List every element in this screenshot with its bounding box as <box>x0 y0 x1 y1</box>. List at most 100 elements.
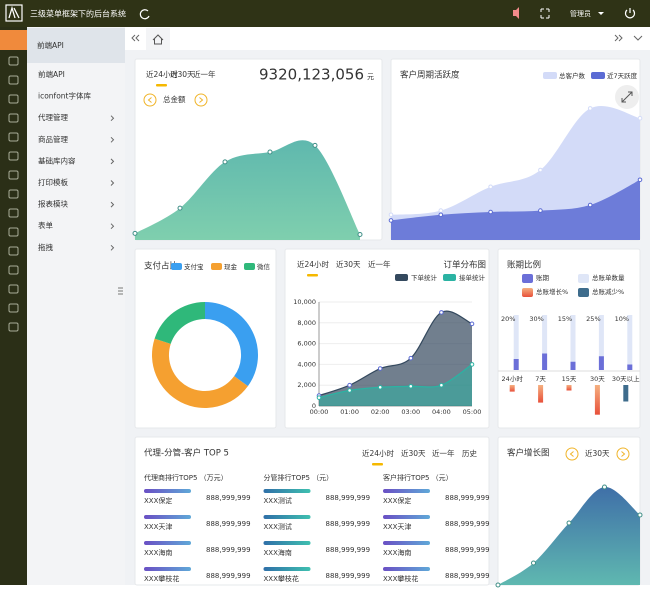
bar-below <box>538 385 544 403</box>
power-icon[interactable] <box>624 8 636 19</box>
arrow-icon <box>147 97 152 103</box>
rank-bar <box>144 567 191 571</box>
home-tab[interactable] <box>146 28 170 50</box>
home-icon <box>152 34 164 45</box>
menu-item[interactable]: 商品管理 <box>38 134 68 144</box>
period-tab[interactable]: 近一年 <box>432 448 455 458</box>
period-tab[interactable]: 近30天 <box>401 448 426 458</box>
user-name[interactable]: 管理员 <box>570 9 591 18</box>
point <box>602 484 607 490</box>
refresh-icon[interactable] <box>139 9 150 20</box>
nav-icon[interactable] <box>8 246 19 256</box>
nav-icon[interactable] <box>8 56 19 66</box>
sound-icon[interactable] <box>513 7 519 19</box>
legend-swatch <box>443 274 456 281</box>
point <box>388 218 394 223</box>
collapse-handle[interactable] <box>118 287 123 295</box>
topbar <box>0 0 650 27</box>
row-value: 888,999,999 <box>326 572 371 580</box>
x-tick-label: 00:00 <box>310 408 329 416</box>
point <box>388 212 394 218</box>
nav-icon[interactable] <box>8 132 19 142</box>
pie-slice <box>205 302 259 387</box>
period-tab[interactable]: 近30天 <box>336 259 361 269</box>
pie-slice <box>152 338 248 408</box>
nav-icon[interactable] <box>8 284 19 294</box>
menu-item[interactable]: 代理管理 <box>38 112 68 122</box>
period-tab[interactable]: 近24小时 <box>146 69 179 79</box>
arrow-button[interactable] <box>616 447 630 461</box>
bar <box>570 361 576 370</box>
tabs-right[interactable] <box>614 34 623 42</box>
x-tick-label: 30天 <box>590 375 605 383</box>
period-tab[interactable]: 近一年 <box>368 259 391 269</box>
period-tab[interactable]: 近一年 <box>193 69 216 79</box>
legend-label: 总账单数量 <box>592 273 625 282</box>
tabs-menu[interactable] <box>633 35 643 41</box>
row-value: 888,999,999 <box>445 494 490 502</box>
point <box>357 232 363 237</box>
total-amount: 9320,123,056 <box>259 66 364 84</box>
legend-swatch <box>211 263 222 270</box>
row-value: 888,999,999 <box>326 494 371 502</box>
point <box>566 520 572 526</box>
nav-icon[interactable] <box>8 94 19 104</box>
menu-item[interactable]: 报表模块 <box>38 199 68 209</box>
point <box>587 202 593 208</box>
y-tick-label: 0 <box>312 402 316 410</box>
tabs-bar <box>125 27 650 50</box>
tab-underline <box>372 463 383 466</box>
menu-item[interactable]: 基础库内容 <box>38 155 76 165</box>
icon-active[interactable] <box>0 30 27 50</box>
nav-icon[interactable] <box>8 75 19 85</box>
nav-icon[interactable] <box>8 113 19 123</box>
period-tab[interactable]: 近24小时 <box>362 448 395 458</box>
point <box>469 362 475 367</box>
nav-icon[interactable] <box>8 227 19 237</box>
x-tick-label: 01:00 <box>340 408 359 416</box>
arrow-icon <box>569 451 574 457</box>
nav-icon[interactable] <box>8 303 19 313</box>
bar-background <box>570 315 576 370</box>
nav-icon[interactable] <box>8 151 19 161</box>
bar-value-label: 30% <box>529 315 543 323</box>
row-name: XXX测试 <box>264 496 292 505</box>
bar <box>542 353 548 370</box>
period-tab[interactable]: 近24小时 <box>297 259 330 269</box>
total-unit: 元 <box>367 73 374 81</box>
nav-icon[interactable] <box>8 265 19 275</box>
rank-bar <box>144 541 191 545</box>
menu-chevron <box>110 158 115 165</box>
period-tab[interactable]: 历史 <box>462 448 477 458</box>
point <box>316 395 322 400</box>
arrow-button[interactable] <box>565 447 579 461</box>
menu-item[interactable]: iconfont字体库 <box>38 91 91 101</box>
nav-icon[interactable] <box>8 170 19 180</box>
arrow-button[interactable] <box>143 93 157 107</box>
card-title: 代理-分管-客户 TOP 5 <box>144 448 229 459</box>
row-value: 888,999,999 <box>445 572 490 580</box>
point <box>377 366 383 371</box>
nav-icon[interactable] <box>8 208 19 218</box>
menu-item[interactable]: 打印模板 <box>38 177 68 187</box>
fullscreen-icon[interactable] <box>540 8 550 19</box>
menu-item[interactable]: 拖拽 <box>38 242 53 252</box>
column-header: 代理商排行TOP5 （万元） <box>144 473 228 482</box>
legend-label: 总账减少% <box>592 287 624 296</box>
menu-item[interactable]: 前端API <box>38 69 65 79</box>
icon-sidebar <box>0 27 27 585</box>
nav-icon[interactable] <box>8 189 19 199</box>
user-caret[interactable] <box>598 12 604 15</box>
bar-background <box>513 315 519 370</box>
card <box>497 248 641 429</box>
nav-icon[interactable] <box>8 322 19 332</box>
bar-background <box>542 315 548 370</box>
period-tab[interactable]: 近30天 <box>170 69 195 79</box>
tabs-left[interactable] <box>131 34 140 42</box>
x-tick-label: 05:00 <box>463 408 482 416</box>
menu-item[interactable]: 表单 <box>38 220 53 230</box>
legend-label: 支付宝 <box>184 262 204 271</box>
arrow-button[interactable] <box>194 93 208 107</box>
legend-swatch <box>171 263 182 270</box>
menu-header <box>27 28 125 63</box>
